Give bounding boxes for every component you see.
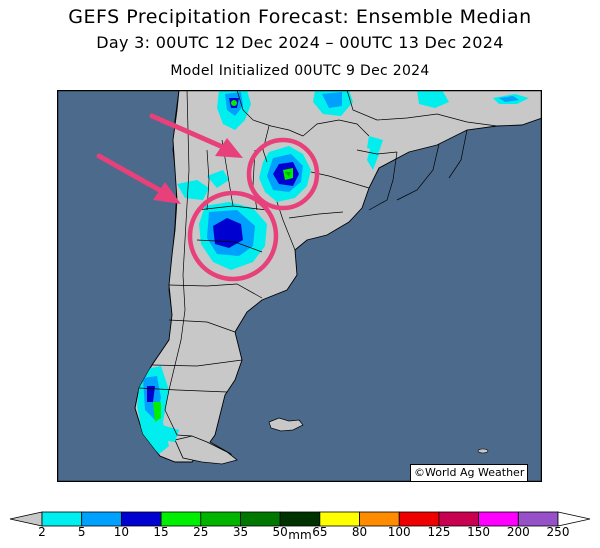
- legend-tick-label: 100: [388, 525, 411, 539]
- legend-swatch: [279, 511, 321, 527]
- legend-tick-label: 250: [547, 525, 570, 539]
- map-title: GEFS Precipitation Forecast: Ensemble Me…: [68, 6, 532, 28]
- legend-tick-label: 80: [352, 525, 367, 539]
- legend-swatch: [398, 511, 440, 527]
- legend-max-arrow: [557, 511, 591, 527]
- precipitation-field: [137, 90, 529, 454]
- legend-tick-label: 15: [153, 525, 168, 539]
- credit-label: ©World Ag Weather: [410, 464, 529, 482]
- legend-swatch: [517, 511, 559, 527]
- highlight-circle-central: [187, 190, 279, 282]
- tierra-del-fuego: [174, 435, 238, 465]
- legend-tick-label: 2: [38, 525, 46, 539]
- legend-swatch: [81, 511, 122, 527]
- legend-tick-label: 25: [193, 525, 208, 539]
- color-legend: 2 5 10 15 25 35 50 65 80 100 125 150 200 250: [9, 511, 591, 539]
- legend-tick-label: 35: [233, 525, 248, 539]
- legend-swatch: [120, 511, 162, 527]
- legend-tick-label: 150: [467, 525, 490, 539]
- legend-min-arrow: [9, 511, 43, 527]
- forecast-period: Day 3: 00UTC 12 Dec 2024 – 00UTC 13 Dec …: [96, 33, 504, 52]
- legend-tick-label: 125: [427, 525, 450, 539]
- borders: [138, 90, 498, 437]
- legend-swatch: [359, 511, 400, 527]
- legend-swatch: [200, 511, 241, 527]
- precip-blob-northeast: [417, 90, 449, 108]
- legend-unit: mm: [288, 528, 312, 542]
- model-init-time: Model Initialized 00UTC 9 Dec 2024: [170, 63, 430, 79]
- legend-bar: [9, 511, 591, 527]
- legend-tick-label: 10: [114, 525, 129, 539]
- south-america-land: [134, 90, 542, 463]
- legend-ticks: 2 5 10 15 25 35 50 65 80 100 125 150 200 250: [38, 525, 569, 539]
- legend-tick-label: 200: [507, 525, 530, 539]
- small-island: [477, 448, 489, 454]
- legend-tick-label: 50: [273, 525, 288, 539]
- highlight-circle-north: [246, 137, 320, 211]
- falkland-islands: [268, 417, 304, 432]
- legend-tick-label: 65: [312, 525, 327, 539]
- legend-swatch: [41, 511, 83, 527]
- legend-swatch: [478, 511, 519, 527]
- legend-tick-label: 5: [78, 525, 86, 539]
- legend-swatch: [438, 511, 480, 527]
- legend-swatch: [319, 511, 360, 527]
- legend-swatch: [240, 511, 281, 527]
- arrow-upper: [149, 113, 243, 158]
- legend-swatch: [160, 511, 202, 527]
- arrow-lower: [96, 153, 181, 204]
- precipitation-map: [57, 90, 542, 482]
